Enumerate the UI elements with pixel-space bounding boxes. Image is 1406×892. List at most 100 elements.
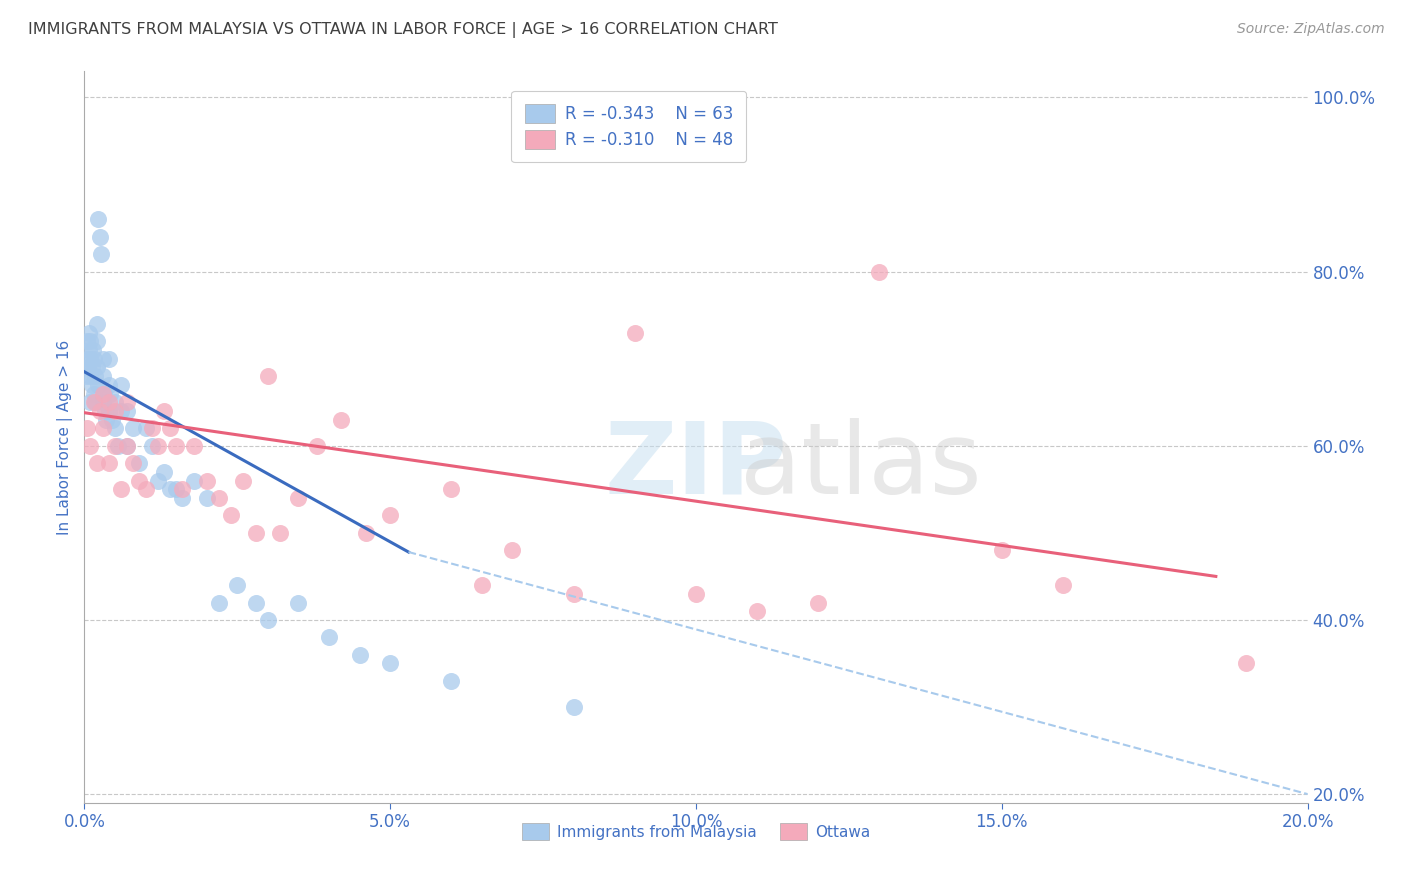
Point bbox=[79, 395, 101, 409]
Point bbox=[165, 439, 187, 453]
Point bbox=[257, 369, 280, 384]
Point bbox=[195, 474, 218, 488]
Point bbox=[380, 657, 402, 671]
Point bbox=[110, 377, 132, 392]
Point bbox=[440, 483, 463, 497]
Point bbox=[153, 465, 176, 479]
Point bbox=[104, 439, 127, 453]
Point bbox=[86, 360, 108, 375]
Text: IMMIGRANTS FROM MALAYSIA VS OTTAWA IN LABOR FORCE | AGE > 16 CORRELATION CHART: IMMIGRANTS FROM MALAYSIA VS OTTAWA IN LA… bbox=[28, 22, 778, 38]
Point bbox=[1236, 657, 1258, 671]
Point bbox=[172, 491, 194, 505]
Point bbox=[87, 377, 110, 392]
Point bbox=[101, 412, 124, 426]
Text: atlas: atlas bbox=[741, 417, 981, 515]
Legend: Immigrants from Malaysia, Ottawa: Immigrants from Malaysia, Ottawa bbox=[516, 816, 876, 847]
Point bbox=[91, 421, 114, 435]
Point bbox=[869, 265, 891, 279]
Point bbox=[141, 421, 163, 435]
Point bbox=[318, 631, 340, 645]
Point bbox=[208, 595, 231, 609]
Point bbox=[77, 326, 100, 340]
Point bbox=[257, 613, 280, 627]
Point bbox=[807, 595, 830, 609]
Point bbox=[80, 377, 103, 392]
Point bbox=[79, 334, 101, 349]
Point bbox=[82, 360, 104, 375]
Point bbox=[90, 247, 112, 261]
Point bbox=[82, 343, 104, 357]
Point bbox=[502, 543, 524, 558]
Point bbox=[115, 439, 138, 453]
Point bbox=[135, 421, 157, 435]
Point bbox=[183, 439, 205, 453]
Point bbox=[330, 412, 353, 426]
Point bbox=[93, 386, 115, 401]
Point bbox=[97, 395, 120, 409]
Point bbox=[287, 491, 309, 505]
Point bbox=[128, 474, 150, 488]
Point bbox=[172, 483, 194, 497]
Point bbox=[226, 578, 249, 592]
Y-axis label: In Labor Force | Age > 16: In Labor Force | Age > 16 bbox=[58, 340, 73, 534]
Point bbox=[354, 525, 377, 540]
Point bbox=[84, 395, 107, 409]
Text: ZIP: ZIP bbox=[605, 417, 787, 515]
Point bbox=[232, 474, 254, 488]
Point bbox=[79, 351, 101, 366]
Point bbox=[86, 334, 108, 349]
Point bbox=[76, 351, 98, 366]
Point bbox=[1052, 578, 1074, 592]
Point bbox=[104, 421, 127, 435]
Point bbox=[159, 421, 181, 435]
Point bbox=[159, 483, 181, 497]
Point bbox=[471, 578, 494, 592]
Point bbox=[87, 212, 110, 227]
Point bbox=[91, 351, 114, 366]
Point bbox=[165, 483, 187, 497]
Point bbox=[269, 525, 291, 540]
Point bbox=[287, 595, 309, 609]
Point bbox=[153, 404, 176, 418]
Point bbox=[98, 386, 121, 401]
Point bbox=[110, 404, 132, 418]
Point bbox=[104, 404, 127, 418]
Point bbox=[97, 404, 120, 418]
Point bbox=[115, 395, 138, 409]
Point bbox=[245, 525, 267, 540]
Point bbox=[183, 474, 205, 488]
Point bbox=[208, 491, 231, 505]
Point bbox=[97, 456, 120, 470]
Point bbox=[83, 351, 105, 366]
Point bbox=[685, 587, 707, 601]
Point bbox=[86, 456, 108, 470]
Point bbox=[349, 648, 371, 662]
Point bbox=[195, 491, 218, 505]
Point bbox=[624, 326, 647, 340]
Point bbox=[562, 587, 585, 601]
Point bbox=[110, 483, 132, 497]
Point bbox=[77, 343, 100, 357]
Text: Source: ZipAtlas.com: Source: ZipAtlas.com bbox=[1237, 22, 1385, 37]
Point bbox=[122, 421, 145, 435]
Point bbox=[91, 395, 114, 409]
Point bbox=[89, 404, 111, 418]
Point bbox=[97, 351, 120, 366]
Point bbox=[128, 456, 150, 470]
Point bbox=[91, 369, 114, 384]
Point bbox=[115, 439, 138, 453]
Point bbox=[77, 360, 100, 375]
Point bbox=[135, 483, 157, 497]
Point bbox=[991, 543, 1014, 558]
Point bbox=[96, 412, 118, 426]
Point bbox=[86, 317, 108, 331]
Point bbox=[79, 369, 101, 384]
Point bbox=[245, 595, 267, 609]
Point bbox=[76, 421, 98, 435]
Point bbox=[115, 404, 138, 418]
Point bbox=[89, 229, 111, 244]
Point bbox=[440, 673, 463, 688]
Point bbox=[380, 508, 402, 523]
Point bbox=[141, 439, 163, 453]
Point bbox=[79, 439, 101, 453]
